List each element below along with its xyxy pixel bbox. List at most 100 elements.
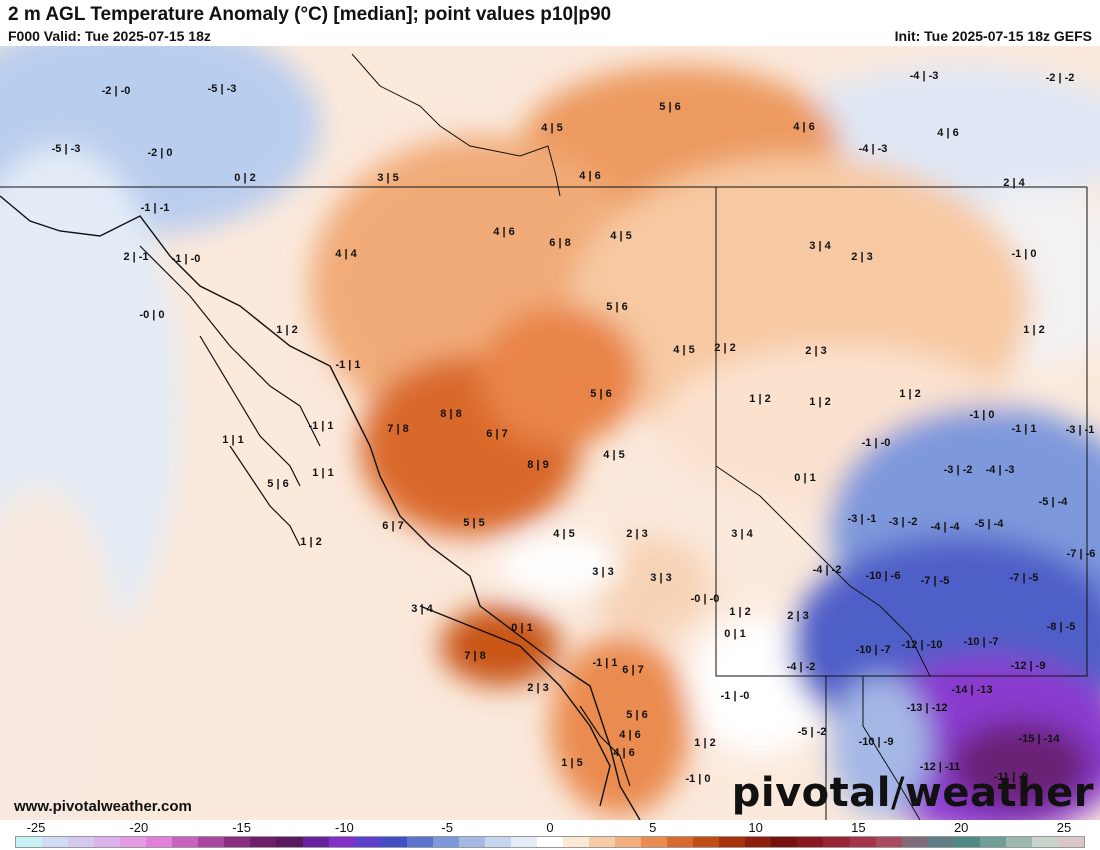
color-scale-swatch (380, 837, 407, 847)
color-scale-swatch (693, 837, 720, 847)
color-scale-tick-label: -20 (129, 820, 149, 835)
point-value-label: 1 | 2 (1023, 324, 1044, 336)
color-scale-swatch (667, 837, 694, 847)
point-value-label: -1 | 1 (1011, 423, 1036, 435)
point-value-label: 1 | 2 (729, 606, 750, 618)
website-label: www.pivotalweather.com (14, 798, 192, 815)
point-value-label: -1 | 0 (969, 409, 994, 421)
point-value-label: -1 | -0 (721, 690, 750, 702)
point-value-label: 4 | 4 (335, 248, 357, 260)
brand-left: pivotal (731, 770, 891, 816)
point-value-label: 4 | 6 (619, 729, 640, 741)
point-value-label: 5 | 5 (463, 517, 484, 529)
point-value-label: 5 | 6 (626, 709, 647, 721)
point-value-label: -7 | -5 (921, 575, 950, 587)
point-value-label: 2 | 4 (1003, 177, 1025, 189)
point-value-label: 2 | 2 (714, 342, 735, 354)
color-scale-swatch (875, 837, 902, 847)
point-value-label: 7 | 8 (387, 423, 408, 435)
color-scale-swatch (615, 837, 642, 847)
color-scale-swatch (1057, 837, 1084, 847)
color-scale-swatch (172, 837, 199, 847)
temperature-anomaly-map[interactable]: -2 | -0 -5 | -3 -5 | -3 -2 | 0 0 | 2 3 | 5 4 |… (0, 46, 1100, 820)
color-scale-swatch (302, 837, 329, 847)
color-scale-swatch (536, 837, 563, 847)
color-scale-swatch (42, 837, 69, 847)
point-value-label: 1 | 1 (222, 434, 243, 446)
color-scale-tick-label: -25 (26, 820, 46, 835)
point-value-label: 4 | 5 (541, 122, 562, 134)
point-value-label: -4 | -3 (986, 464, 1015, 476)
point-value-label: -2 | -0 (102, 85, 131, 97)
color-scale-swatch (224, 837, 251, 847)
point-value-label: 5 | 6 (659, 101, 680, 113)
point-value-label: 5 | 6 (606, 301, 627, 313)
color-scale-ticks: -25 -20 -15 -10 -5 0 5 10 15 20 25 (0, 820, 1100, 836)
point-value-label: 1 | 2 (276, 324, 297, 336)
point-value-label: 1 | 1 (312, 467, 333, 479)
point-value-label: -1 | 0 (685, 773, 710, 785)
point-value-label: 3 | 4 (731, 528, 753, 540)
point-value-label: 0 | 1 (724, 628, 745, 640)
point-value-label: 4 | 6 (579, 170, 600, 182)
point-value-label: 1 | 2 (809, 396, 830, 408)
point-value-label: -8 | -5 (1047, 621, 1076, 633)
point-value-label: -3 | -2 (889, 516, 918, 528)
point-value-label: -12 | -9 (1011, 660, 1046, 672)
point-value-label: 0 | 1 (794, 472, 815, 484)
point-value-label: -12 | -11 (920, 761, 960, 773)
point-value-label: -1 | 1 (592, 657, 617, 669)
point-value-label: 4 | 6 (793, 121, 814, 133)
point-value-label: -10 | -7 (856, 644, 891, 656)
point-value-label: -5 | -2 (798, 726, 827, 738)
anomaly-field (0, 46, 1100, 820)
point-value-label: 5 | 6 (267, 478, 288, 490)
color-scale-swatch (432, 837, 459, 847)
point-value-label: -4 | -4 (931, 521, 961, 533)
point-value-label: -7 | -5 (1010, 572, 1039, 584)
color-scale-swatch (68, 837, 95, 847)
color-scale-swatch (198, 837, 225, 847)
color-scale-tick-label: 25 (1056, 820, 1072, 835)
color-scale-swatch (849, 837, 876, 847)
point-value-label: -15 | -14 (1019, 733, 1061, 745)
valid-time: F000 Valid: Tue 2025-07-15 18z (8, 28, 211, 44)
map-title: 2 m AGL Temperature Anomaly (°C) [median… (8, 4, 612, 25)
color-scale-swatch (797, 837, 824, 847)
point-value-label: 4 | 6 (493, 226, 514, 238)
color-scale-swatch (927, 837, 954, 847)
point-value-label: 0 | 2 (234, 172, 255, 184)
point-value-label: 4 | 6 (613, 747, 634, 759)
point-value-label: 6 | 7 (382, 520, 403, 532)
color-scale-swatch (979, 837, 1006, 847)
color-scale-swatch (406, 837, 433, 847)
color-scale-swatch (1005, 837, 1032, 847)
point-value-label: -2 | 0 (147, 147, 172, 159)
color-scale-swatch (458, 837, 485, 847)
pivotalweather-logo: pivotal/weather (731, 770, 1094, 816)
boundaries (0, 53, 1088, 820)
point-value-label: -1 | -0 (862, 437, 891, 449)
point-value-label: -5 | -4 (975, 518, 1005, 530)
point-value-label: 1 | 2 (300, 536, 321, 548)
point-value-label: 6 | 7 (486, 428, 507, 440)
color-scale-swatch (562, 837, 590, 847)
point-value-label: 2 | 3 (527, 682, 548, 694)
brand-right: weather (904, 770, 1094, 816)
color-scale-swatch (16, 837, 43, 847)
color-scale-swatch (719, 837, 746, 847)
color-scale-swatch (146, 837, 173, 847)
color-scale-swatch (901, 837, 928, 847)
point-value-label: -7 | -6 (1067, 548, 1096, 560)
point-value-label: -5 | -3 (208, 83, 237, 95)
point-value-label: -1 | -1 (141, 202, 170, 214)
color-scale-tick-label: -5 (441, 820, 453, 835)
init-time: Init: Tue 2025-07-15 18z GEFS (894, 28, 1092, 44)
point-value-label: 5 | 6 (590, 388, 611, 400)
point-value-label: 6 | 7 (622, 664, 643, 676)
point-value-label: -4 | -2 (813, 564, 842, 576)
point-value-label: 4 | 6 (937, 127, 958, 139)
color-scale-tick-label: 15 (851, 820, 866, 835)
point-value-label: 1 | 2 (694, 737, 715, 749)
point-value-label: -10 | -6 (866, 570, 901, 582)
